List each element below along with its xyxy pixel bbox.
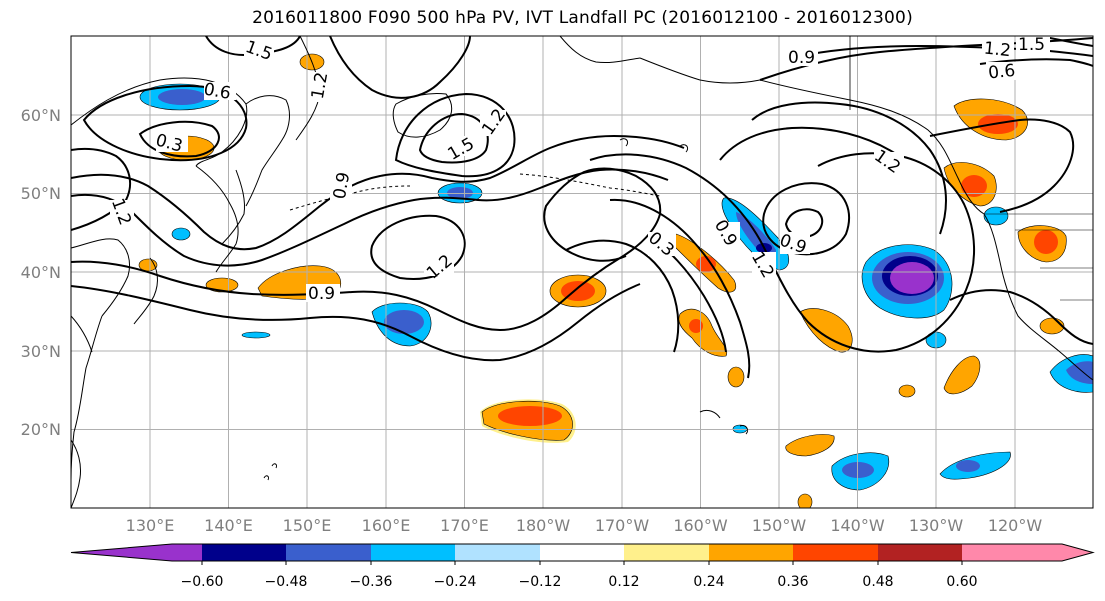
contour-label: 1.2 — [983, 38, 1012, 61]
colorbar-tick-labels: −0.60 −0.48 −0.36 −0.24 −0.12 0.12 0.24 … — [181, 574, 978, 590]
colorbar-tick: −0.60 — [181, 574, 224, 590]
pos-patch — [498, 406, 562, 426]
pos-patch — [961, 175, 987, 197]
colorbar-outline — [70, 543, 1095, 562]
neg-patch — [384, 310, 424, 334]
contour-label: 0.9 — [308, 284, 335, 304]
lon-label: 150°W — [752, 516, 807, 535]
pos-patch — [1039, 317, 1065, 335]
lon-label: 170°E — [440, 516, 489, 535]
pos-patch — [943, 355, 981, 395]
pos-patch — [727, 366, 745, 388]
contour-label: 0.9 — [788, 48, 815, 68]
contour-labels: 1.5 1.2 0.6 0.3 1.5 1.2 0.9 1.2 0.9 1.2 … — [107, 35, 1050, 304]
coastlines — [71, 36, 1093, 508]
colorbar-tick: −0.48 — [265, 574, 308, 590]
lon-label: 180°W — [516, 516, 571, 535]
pos-patch — [785, 434, 835, 457]
colorbar-swatch — [709, 544, 793, 561]
colorbar-swatch — [71, 544, 202, 561]
colorbar-tick: −0.24 — [434, 574, 477, 590]
colorbar-tick: 0.48 — [862, 574, 893, 590]
pos-patch — [205, 277, 239, 293]
colorbar-swatch — [202, 544, 286, 561]
colorbar-swatch — [962, 544, 1093, 561]
lon-label: 170°W — [595, 516, 650, 535]
contour-label: 1.5 — [1018, 35, 1045, 55]
lon-label: 120°W — [988, 516, 1043, 535]
lon-label: 150°E — [283, 516, 332, 535]
contour-label: 0.9 — [330, 171, 354, 201]
colorbar-swatch — [878, 544, 962, 561]
colorbar-swatch — [286, 544, 371, 561]
colorbar-swatch — [455, 544, 540, 561]
lat-label: 20°N — [21, 420, 61, 439]
pos-patch — [678, 308, 728, 357]
neg-patch — [158, 89, 206, 105]
latitude-labels: 60°N 50°N 40°N 30°N 20°N — [21, 106, 61, 439]
pos-patch — [898, 384, 916, 398]
colorbar — [70, 543, 1095, 565]
contour-label: 1.2 — [308, 71, 332, 101]
neg-patch — [890, 262, 934, 294]
contour-label: 0.6 — [987, 61, 1016, 84]
lat-label: 30°N — [21, 342, 61, 361]
colorbar-tick: 0.12 — [608, 574, 639, 590]
lon-label: 130°E — [126, 516, 175, 535]
longitude-labels: 130°E 140°E 150°E 160°E 170°E 180°W 170°… — [126, 516, 1043, 535]
lon-label: 130°W — [909, 516, 964, 535]
pos-patch — [799, 308, 853, 353]
pos-patch — [1034, 230, 1058, 254]
lat-label: 60°N — [21, 106, 61, 125]
neg-patch — [956, 460, 980, 472]
neg-patch — [241, 331, 271, 339]
map-title: 2016011800 F090 500 hPa PV, IVT Landfall… — [252, 8, 913, 28]
lat-label: 40°N — [21, 263, 61, 282]
lon-label: 140°E — [204, 516, 253, 535]
colorbar-tick: 0.60 — [946, 574, 977, 590]
colorbar-swatch — [540, 544, 624, 561]
colorbar-tick: 0.36 — [777, 574, 808, 590]
colorbar-tick: −0.12 — [519, 574, 562, 590]
colorbar-swatch — [371, 544, 455, 561]
pv-contours — [71, 36, 1093, 379]
lat-label: 50°N — [21, 184, 61, 203]
pos-patch — [797, 493, 813, 508]
neg-patch — [1066, 361, 1093, 384]
colorbar-swatch — [793, 544, 878, 561]
colorbar-swatch — [624, 544, 709, 561]
neg-patch — [983, 206, 1009, 226]
pos-patch — [689, 319, 703, 333]
lon-label: 160°E — [362, 516, 411, 535]
contour-label: 0.6 — [202, 80, 232, 104]
graticule — [71, 36, 1093, 508]
lon-label: 140°W — [830, 516, 885, 535]
lon-label: 160°W — [673, 516, 728, 535]
colorbar-tick: −0.36 — [350, 574, 393, 590]
map-frame — [70, 35, 1094, 509]
colorbar-tick: 0.24 — [693, 574, 724, 590]
neg-patch — [171, 227, 191, 241]
